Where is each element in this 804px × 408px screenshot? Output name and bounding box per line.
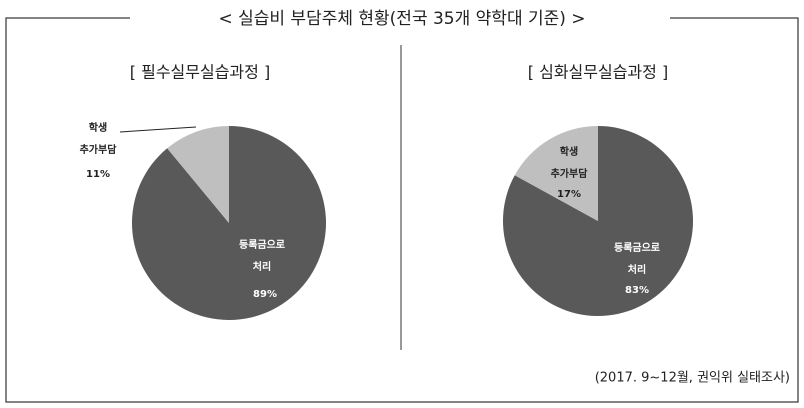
value-label: 11% <box>86 169 110 180</box>
slice-label: 등록금으로 처리 <box>239 239 285 273</box>
title-bg <box>130 6 670 32</box>
pie-slice <box>514 126 598 221</box>
chart-title: [ 필수실무실습과정 ] <box>130 63 270 82</box>
value-label: 89% <box>253 289 277 300</box>
slice-label: 학생 추가부담 <box>551 145 589 180</box>
leader-line <box>119 126 197 133</box>
value-label: 17% <box>557 189 581 200</box>
slice-label: 학생 추가부담 <box>80 121 118 156</box>
pie-slice <box>131 126 326 320</box>
slice-label: 등록금으로 처리 <box>614 242 660 276</box>
value-label: 83% <box>625 285 649 296</box>
chart-title: [ 심화실무실습과정 ] <box>528 63 668 82</box>
page-title: < 실습비 부담주체 현황(전국 35개 약학대 기준) > <box>218 9 585 29</box>
source: (2017. 9~12월, 권익위 실태조사) <box>595 371 790 386</box>
pie-slice <box>167 126 229 223</box>
